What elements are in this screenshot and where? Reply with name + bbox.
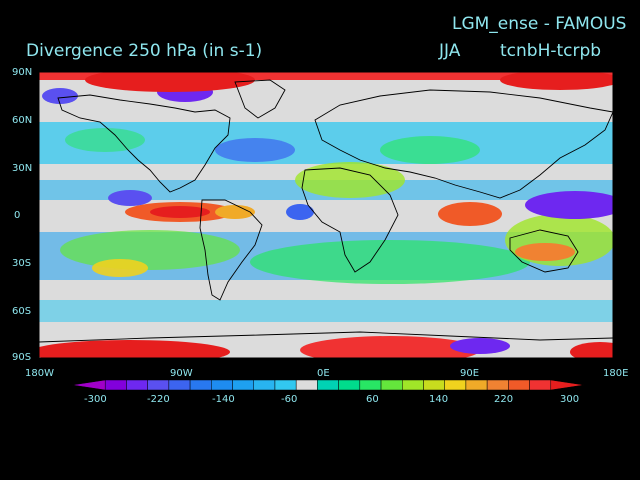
colorbar-swatch [104, 379, 127, 391]
field-blob [295, 162, 405, 198]
colorbar-tick-label: -220 [147, 394, 170, 405]
colorbar-swatch [168, 379, 191, 391]
lon-label-0e: 0E [317, 368, 330, 379]
field-blob [215, 205, 255, 219]
colorbar-swatch [402, 379, 424, 391]
colorbar-tick-label: -300 [84, 394, 107, 405]
coast-antarctica [39, 331, 613, 343]
colorbar-swatch [338, 379, 361, 391]
lat-label-30n: 30N [12, 163, 33, 174]
coast-greenland [234, 79, 286, 119]
field-blob [450, 338, 510, 354]
map-field [39, 72, 613, 358]
coast-africa [301, 167, 399, 273]
field-blob [250, 240, 530, 284]
lat-label-60n: 60N [12, 115, 33, 126]
field-blob [42, 88, 78, 104]
field-blob [438, 202, 502, 226]
lat-label-90s: 90S [12, 352, 32, 363]
colorbar-swatch [71, 379, 106, 391]
colorbar-tick-label: -60 [281, 394, 298, 405]
colorbar-swatch [359, 379, 382, 391]
map-frame [38, 71, 614, 359]
colorbar-swatch [380, 379, 403, 391]
colorbar-swatch [444, 379, 467, 391]
field-blob [300, 336, 480, 358]
colorbar [71, 379, 585, 391]
colorbar-swatch [508, 379, 530, 391]
lat-label-0: 0 [14, 210, 21, 221]
colorbar-swatch [423, 379, 445, 391]
colorbar-swatch [550, 379, 585, 391]
colorbar-swatch [126, 379, 148, 391]
field-blob [525, 191, 613, 219]
field-band [39, 72, 613, 80]
colorbar-tick-label: -140 [212, 394, 235, 405]
colorbar-swatch [317, 379, 339, 391]
field-blob [286, 204, 314, 220]
colorbar-tick-label: 60 [366, 394, 379, 405]
field-blob [108, 190, 152, 206]
colorbar-tick-label: 220 [494, 394, 514, 405]
lat-label-30s: 30S [12, 258, 32, 269]
colorbar-swatch [189, 379, 212, 391]
field-blob [39, 340, 230, 358]
colorbar-swatch [486, 379, 509, 391]
coastlines [39, 79, 613, 343]
coast-eurasia [314, 89, 613, 199]
colorbar-swatch [253, 379, 276, 391]
colorbar-tick-label: 300 [560, 394, 580, 405]
experiment-label: tcnbH-tcrpb [500, 41, 602, 61]
season-label: JJA [439, 41, 461, 61]
field-blob [85, 72, 255, 92]
field-blob [515, 243, 575, 261]
field-blob [60, 230, 240, 270]
field-blob [570, 342, 613, 358]
lat-label-60s: 60S [12, 306, 32, 317]
field-blob [150, 206, 210, 218]
field-blob [92, 259, 148, 277]
lon-label-90e: 90E [460, 368, 480, 379]
field-band [39, 300, 613, 322]
lon-label-90w: 90W [170, 368, 193, 379]
colorbar-tick-label: 140 [429, 394, 449, 405]
model-title: LGM_ense - FAMOUS [452, 14, 627, 34]
field-blob [380, 136, 480, 164]
field-blob [500, 72, 613, 90]
field-title: Divergence 250 hPa (in s-1) [26, 41, 263, 61]
lon-label-180w: 180W [25, 368, 54, 379]
colorbar-swatch [465, 379, 488, 391]
colorbar-swatch [529, 379, 552, 391]
lat-label-90n: 90N [12, 67, 33, 78]
colorbar-swatch [147, 379, 170, 391]
colorbar-swatch [232, 379, 254, 391]
field-blob [215, 138, 295, 162]
colorbar-swatch [211, 379, 233, 391]
colorbar-swatch [274, 379, 297, 391]
coast-north-america [57, 94, 231, 193]
colorbar-swatch [295, 379, 318, 391]
coast-australia [509, 229, 579, 273]
lon-label-180e: 180E [603, 368, 629, 379]
field-blob [65, 128, 145, 152]
coast-south-america [199, 199, 263, 301]
